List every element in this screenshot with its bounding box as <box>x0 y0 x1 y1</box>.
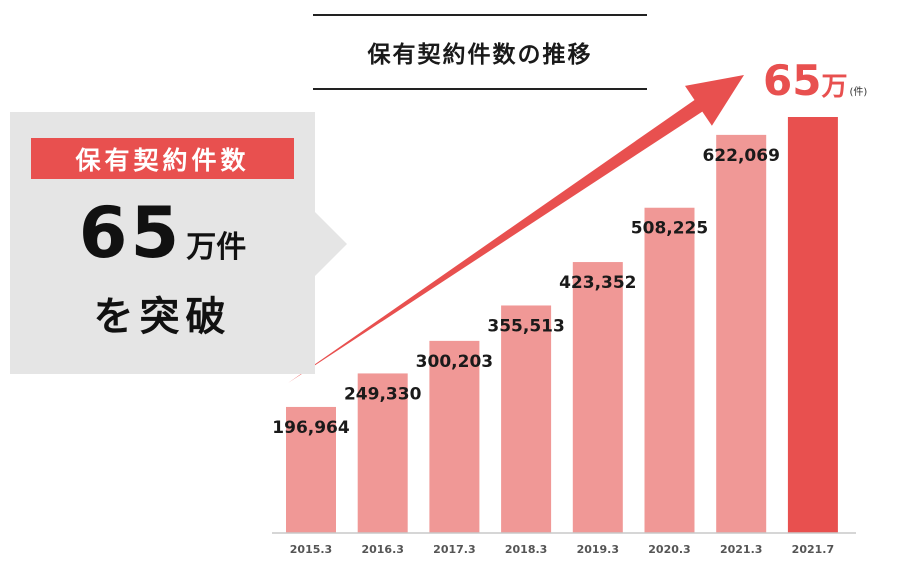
data-label-2017.3: 300,203 <box>416 352 493 372</box>
bar-2017.3 <box>429 340 480 533</box>
callout-number: 65 <box>78 192 183 274</box>
callout-pointer <box>315 212 347 276</box>
x-tick-2015.3: 2015.3 <box>290 543 332 556</box>
x-tick-2019.3: 2019.3 <box>577 543 619 556</box>
chart-title-box: 保有契約件数の推移 <box>313 14 647 90</box>
bar-2021.3 <box>716 134 767 533</box>
data-label-2020.3: 508,225 <box>631 219 708 239</box>
bar-2015.3 <box>286 406 336 533</box>
chart-title: 保有契約件数の推移 <box>367 42 593 68</box>
x-tick-2016.3: 2016.3 <box>361 543 403 556</box>
x-tick-2021.7: 2021.7 <box>792 543 834 556</box>
bar-2020.3 <box>644 207 695 533</box>
callout-unit: 万件 <box>186 230 247 265</box>
callout-figure: 65 万件 <box>10 192 315 274</box>
data-label-2016.3: 249,330 <box>344 384 422 404</box>
highlight-label: 65万 (件) <box>763 56 867 105</box>
callout-tag: 保有契約件数 <box>31 138 294 179</box>
data-label-2018.3: 355,513 <box>487 316 564 336</box>
data-label-2015.3: 196,964 <box>272 418 350 438</box>
trend-arrow <box>288 75 744 383</box>
x-tick-2017.3: 2017.3 <box>433 543 475 556</box>
bar-2016.3 <box>357 373 408 533</box>
data-label-2021.3: 622,069 <box>702 146 779 166</box>
bar-2019.3 <box>572 262 623 533</box>
x-tick-2018.3: 2018.3 <box>505 543 547 556</box>
x-tick-2020.3: 2020.3 <box>648 543 690 556</box>
highlight-number: 65 <box>763 56 822 105</box>
callout-subtext: を突破 <box>93 294 232 340</box>
highlight-sub: (件) <box>849 87 868 98</box>
highlight-unit: 万 <box>821 72 848 102</box>
bar-2021.7 <box>787 117 838 533</box>
bar-2018.3 <box>501 305 552 533</box>
data-label-2019.3: 423,352 <box>559 273 636 293</box>
x-tick-2021.3: 2021.3 <box>720 543 762 556</box>
